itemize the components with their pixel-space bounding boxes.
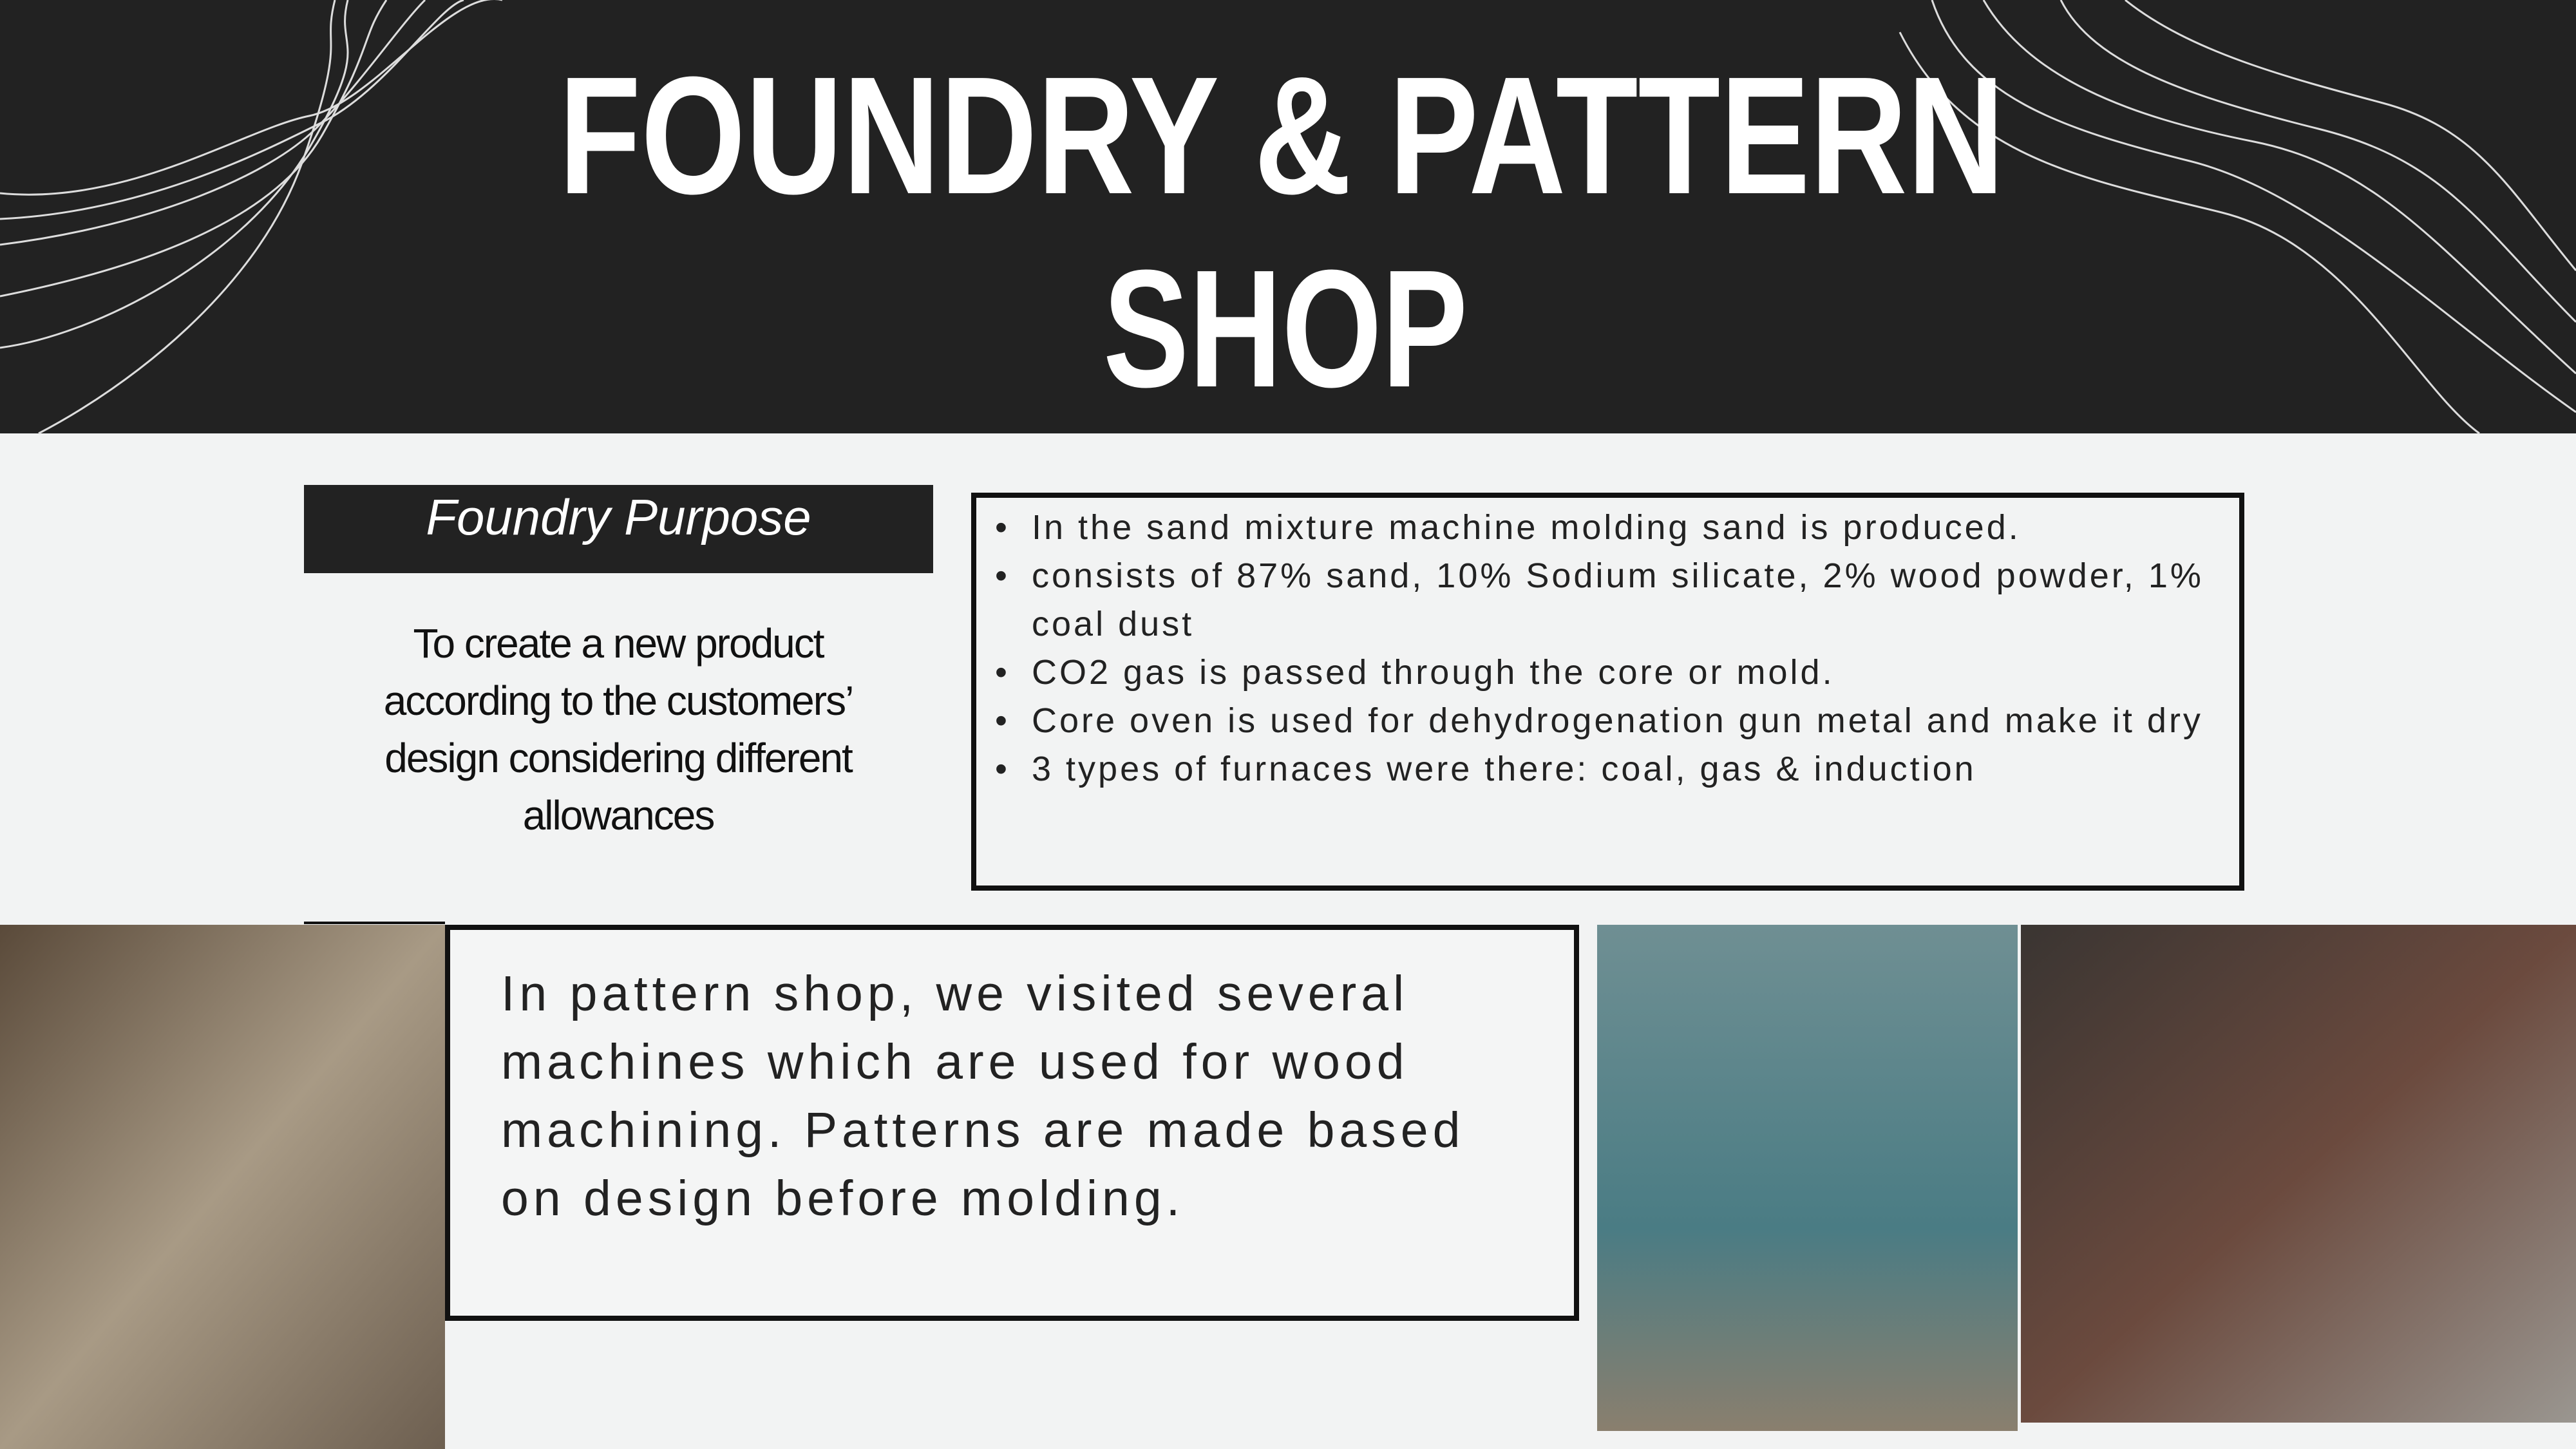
pattern-box: [445, 925, 1579, 1321]
photo-core-machine: [2021, 925, 2576, 1423]
photo-pattern-shelf: [0, 925, 445, 1449]
bullet-item: consists of 87% sand, 10% Sodium silicat…: [995, 552, 2231, 649]
bullet-list: In the sand mixture machine molding sand…: [995, 504, 2231, 793]
bullet-item: Core oven is used for dehydrogenation gu…: [995, 697, 2231, 745]
purpose-label: Foundry Purpose: [304, 485, 933, 573]
purpose-text: To create a new product according to the…: [383, 620, 855, 838]
pattern-text: In pattern shop, we visited several mach…: [501, 966, 1465, 1226]
photo-sand-mixer: [1597, 925, 2018, 1431]
title-line: SHOP: [1103, 236, 1468, 422]
bullet-box: [971, 493, 2244, 891]
header-band: [0, 0, 2576, 433]
wave-decoration: [0, 0, 2576, 435]
bullet-item: CO2 gas is passed through the core or mo…: [995, 649, 2231, 697]
bullet-item: In the sand mixture machine molding sand…: [995, 504, 2231, 552]
bullet-item: 3 types of furnaces were there: coal, ga…: [995, 745, 2231, 793]
title-line: FOUNDRY & PATTERN: [559, 43, 2005, 229]
